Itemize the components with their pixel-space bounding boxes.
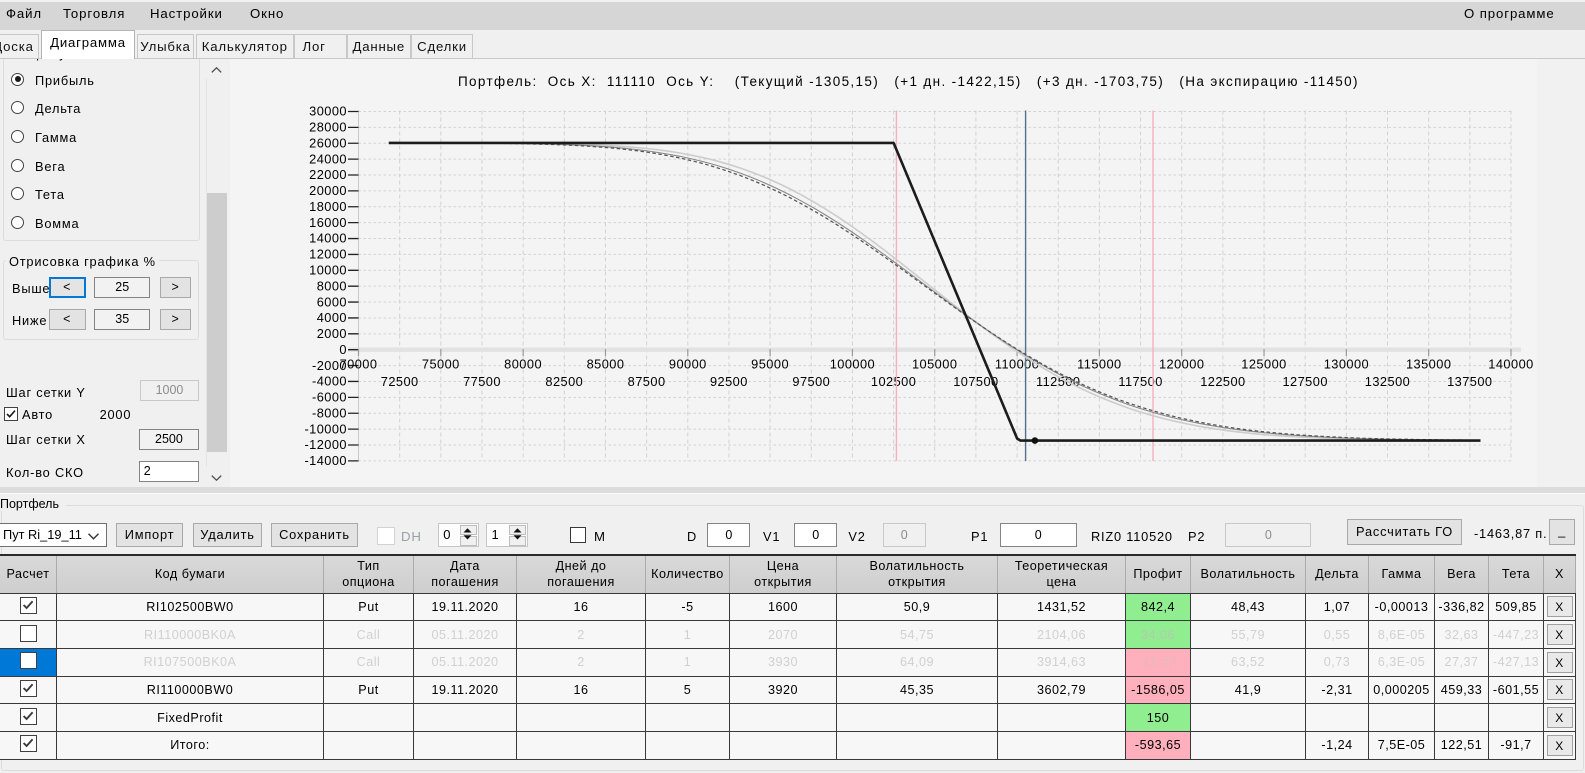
svg-text:75000: 75000 bbox=[422, 357, 460, 372]
svg-text:4000: 4000 bbox=[317, 310, 347, 325]
svg-text:82500: 82500 bbox=[545, 374, 583, 389]
svg-text:77500: 77500 bbox=[463, 374, 501, 389]
svg-text:140000: 140000 bbox=[1488, 357, 1533, 372]
svg-text:20000: 20000 bbox=[309, 183, 347, 198]
svg-text:-12000: -12000 bbox=[304, 437, 347, 452]
svg-text:10000: 10000 bbox=[309, 263, 347, 278]
svg-text:115000: 115000 bbox=[1077, 357, 1121, 372]
svg-text:127500: 127500 bbox=[1282, 374, 1327, 389]
svg-text:-14000: -14000 bbox=[304, 453, 347, 468]
svg-text:92500: 92500 bbox=[710, 374, 748, 389]
svg-text:117500: 117500 bbox=[1118, 374, 1162, 389]
svg-text:18000: 18000 bbox=[309, 199, 347, 214]
svg-text:137500: 137500 bbox=[1447, 374, 1492, 389]
svg-text:16000: 16000 bbox=[309, 215, 347, 230]
svg-text:-10000: -10000 bbox=[304, 421, 347, 436]
svg-text:0: 0 bbox=[339, 342, 347, 357]
svg-text:132500: 132500 bbox=[1365, 374, 1410, 389]
svg-text:120000: 120000 bbox=[1159, 357, 1204, 372]
svg-text:135000: 135000 bbox=[1406, 357, 1451, 372]
svg-text:105000: 105000 bbox=[912, 357, 957, 372]
svg-text:72500: 72500 bbox=[381, 374, 419, 389]
svg-text:-4000: -4000 bbox=[312, 374, 347, 389]
svg-text:70000: 70000 bbox=[340, 357, 378, 372]
svg-text:-2000: -2000 bbox=[312, 358, 347, 373]
svg-text:102500: 102500 bbox=[871, 374, 916, 389]
svg-text:8000: 8000 bbox=[317, 278, 347, 293]
svg-text:112500: 112500 bbox=[1036, 374, 1080, 389]
svg-text:95000: 95000 bbox=[751, 357, 789, 372]
svg-text:100000: 100000 bbox=[830, 357, 875, 372]
svg-text:125000: 125000 bbox=[1241, 357, 1286, 372]
svg-text:Портфель: Ось X: 111110 Ось: Портфель: Ось X: 111110 Ось Y: (Текущий … bbox=[458, 74, 1359, 89]
svg-text:22000: 22000 bbox=[309, 167, 347, 182]
svg-text:-8000: -8000 bbox=[312, 405, 347, 420]
svg-text:6000: 6000 bbox=[317, 294, 347, 309]
svg-text:24000: 24000 bbox=[309, 151, 347, 166]
svg-text:80000: 80000 bbox=[504, 357, 542, 372]
svg-text:107500: 107500 bbox=[953, 374, 998, 389]
svg-text:30000: 30000 bbox=[309, 104, 347, 119]
svg-text:90000: 90000 bbox=[669, 357, 707, 372]
svg-text:110000: 110000 bbox=[995, 357, 1039, 372]
svg-text:97500: 97500 bbox=[792, 374, 830, 389]
svg-text:-6000: -6000 bbox=[312, 390, 347, 405]
svg-text:122500: 122500 bbox=[1200, 374, 1245, 389]
svg-text:28000: 28000 bbox=[309, 120, 347, 135]
svg-text:130000: 130000 bbox=[1324, 357, 1369, 372]
svg-text:87500: 87500 bbox=[628, 374, 666, 389]
svg-text:2000: 2000 bbox=[317, 326, 347, 341]
svg-text:26000: 26000 bbox=[309, 136, 347, 151]
svg-text:14000: 14000 bbox=[309, 231, 347, 246]
svg-text:85000: 85000 bbox=[587, 357, 625, 372]
svg-text:12000: 12000 bbox=[309, 247, 347, 262]
